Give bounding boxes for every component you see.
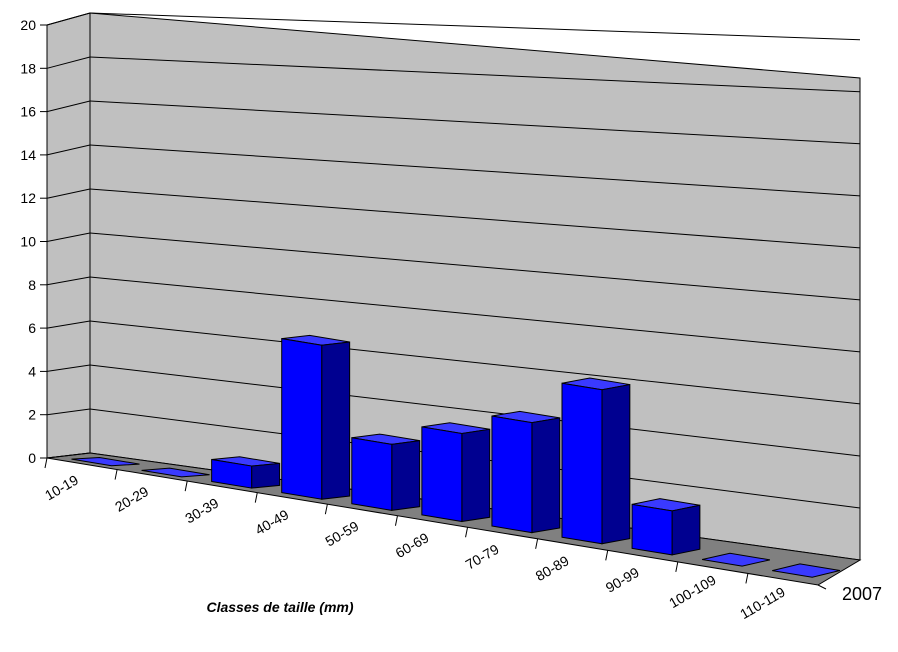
bar-side <box>321 341 351 500</box>
side-gridline <box>46 452 91 459</box>
depth-axis-tick <box>817 584 827 590</box>
gridline <box>89 100 861 145</box>
bar-20-29 <box>141 467 210 478</box>
bar-side <box>461 428 491 523</box>
bar-70-79 <box>491 410 561 534</box>
bar-front <box>211 458 253 489</box>
side-gridline <box>46 276 91 286</box>
bar-front <box>421 426 463 523</box>
bar-60-69 <box>421 422 491 523</box>
bar-80-89 <box>561 377 631 545</box>
side-gridline <box>46 364 91 372</box>
y-tick-label: 12 <box>20 190 36 206</box>
bar-front <box>631 503 673 556</box>
x-tick-mark <box>675 561 679 573</box>
x-tick-mark <box>535 538 539 549</box>
x-tick-label: 70-79 <box>463 541 502 573</box>
bar-top <box>702 552 771 567</box>
bar-side <box>251 462 281 489</box>
bar-top <box>141 467 210 478</box>
bar-100-109 <box>702 552 771 567</box>
x-tick-mark <box>394 515 398 526</box>
side-gridline <box>46 320 91 329</box>
y-tick-label: 6 <box>28 320 36 336</box>
x-tick-label: 90-99 <box>603 564 642 596</box>
x-tick-mark <box>254 492 258 503</box>
gridline <box>89 144 861 197</box>
side-gridline <box>46 12 91 26</box>
bar-front <box>281 338 323 500</box>
gridline <box>89 276 861 353</box>
x-tick-mark <box>324 504 328 515</box>
bar-90-99 <box>631 498 701 556</box>
bar-10-19 <box>71 457 140 467</box>
bar-front <box>561 382 603 545</box>
y-tick-label: 2 <box>28 407 36 423</box>
bar-side <box>601 383 631 545</box>
x-tick-mark <box>605 550 609 561</box>
x-tick-mark <box>745 573 749 584</box>
gridline <box>89 232 861 301</box>
y-tick-label: 14 <box>20 147 36 163</box>
gridline <box>89 364 861 457</box>
x-tick-mark <box>114 469 118 480</box>
x-tick-label: 20-29 <box>112 483 151 515</box>
x-axis-title: Classes de taille (mm) <box>206 599 353 615</box>
bar-40-49 <box>281 334 351 500</box>
x-tick-label: 40-49 <box>252 506 291 538</box>
y-axis-ticks: 0 2 4 6 8 10 12 14 16 18 20 <box>20 17 47 466</box>
x-tick-label: 50-59 <box>322 518 361 550</box>
y-tick-label: 10 <box>20 234 36 250</box>
bar-front <box>351 437 393 511</box>
y-tick-label: 16 <box>20 104 36 120</box>
gridline <box>89 56 861 93</box>
side-gridline <box>46 232 91 242</box>
gridline <box>89 320 861 405</box>
series-label-2007: 2007 <box>842 584 882 604</box>
x-tick-label: 30-39 <box>182 495 221 527</box>
side-gridline <box>46 408 91 416</box>
bar-30-39 <box>211 456 281 489</box>
y-tick-label: 8 <box>28 277 36 293</box>
x-tick-label: 10-19 <box>42 471 81 503</box>
bar-top <box>71 457 140 467</box>
bar-side <box>531 417 561 534</box>
y-tick-label: 20 <box>20 17 36 33</box>
bar-top <box>772 563 841 578</box>
bar-side <box>391 440 421 511</box>
x-tick-label: 60-69 <box>392 529 431 561</box>
y-tick-label: 4 <box>28 363 36 379</box>
x-tick-mark <box>465 527 469 538</box>
gridline <box>89 12 861 41</box>
bars <box>71 334 841 578</box>
bar-front <box>491 415 533 534</box>
x-tick-mark <box>44 457 48 469</box>
side-gridline <box>46 56 91 69</box>
y-tick-label: 18 <box>20 60 36 76</box>
side-gridline <box>46 100 91 113</box>
bar-50-59 <box>351 433 421 511</box>
x-tick-label: 110-119 <box>737 584 788 623</box>
side-gridline <box>46 188 91 199</box>
bar-side <box>671 504 701 556</box>
y-tick-label: 0 <box>28 450 36 466</box>
gridlines <box>46 12 861 509</box>
side-gridline <box>46 144 91 156</box>
side-wall <box>46 12 91 459</box>
gridline <box>89 188 861 249</box>
x-tick-label: 100-109 <box>666 571 719 611</box>
x-tick-label: 80-89 <box>533 552 572 584</box>
x-tick-mark <box>184 480 188 492</box>
bar-110-119 <box>772 563 841 578</box>
